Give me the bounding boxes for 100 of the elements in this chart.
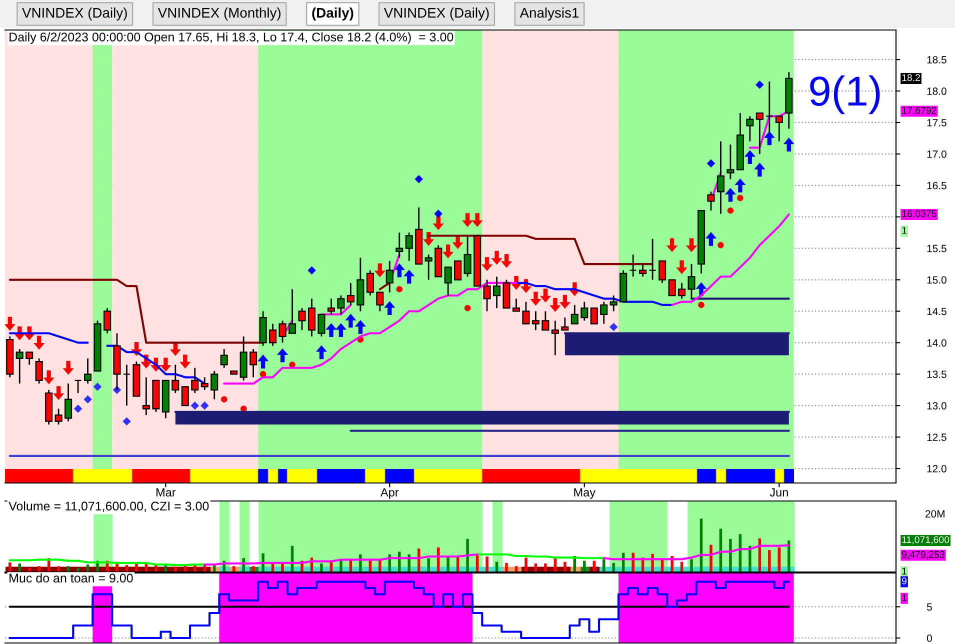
bar (320, 563, 323, 572)
bar (690, 559, 693, 572)
bar (427, 558, 430, 572)
bar (729, 538, 732, 572)
bar (378, 560, 382, 572)
candlestick (64, 382, 72, 422)
bar (340, 560, 342, 572)
candlestick (142, 376, 150, 416)
candlestick (200, 376, 208, 391)
point (93, 382, 102, 391)
point (481, 257, 493, 271)
candlestick (210, 370, 218, 400)
point (180, 354, 191, 369)
candlestick (610, 294, 618, 312)
point (53, 386, 64, 400)
point (550, 298, 561, 312)
bar (583, 560, 586, 572)
text: 9,479,253 (902, 551, 944, 560)
candlestick (590, 308, 598, 324)
y-tick-label: 14.5 (927, 308, 946, 316)
bar (18, 563, 21, 572)
text: 17.6792 (902, 106, 936, 114)
chart-title: Muc do an toan = 9.00 (10, 573, 133, 583)
text: 1 (902, 594, 906, 601)
bar (76, 568, 80, 572)
candlestick (172, 364, 180, 394)
candlestick (84, 358, 92, 384)
y-tick-label: 16.5 (927, 182, 946, 190)
candlestick (600, 301, 608, 325)
bar (544, 563, 547, 572)
y-tick-label: 15.5 (927, 244, 946, 252)
candlestick (580, 301, 588, 322)
text: (Daily) (312, 8, 354, 20)
candlestick (26, 351, 34, 366)
y-tick-label: 15.0 (927, 276, 946, 284)
point (190, 401, 200, 410)
candlestick (551, 320, 559, 356)
point (5, 316, 16, 331)
bar (154, 565, 158, 572)
candlestick (74, 380, 82, 394)
point (43, 370, 54, 384)
point (500, 254, 512, 268)
point (491, 250, 502, 265)
candlestick (220, 348, 228, 369)
x-tick-label: Jun (770, 488, 788, 497)
point (609, 322, 618, 332)
bar (768, 550, 771, 572)
bar (505, 562, 508, 572)
point (84, 395, 92, 404)
text: 20M (926, 510, 944, 518)
bar (38, 566, 40, 572)
bar (564, 562, 566, 572)
bar (57, 566, 60, 572)
point (62, 360, 74, 375)
candlestick (483, 279, 491, 312)
bar (486, 556, 488, 572)
y-tick-label: 17.0 (927, 150, 946, 158)
y-tick-label: 5 (926, 603, 932, 611)
text: VNINDEX (Daily) (384, 8, 489, 20)
point (220, 396, 228, 402)
text: VNINDEX (Daily) (22, 8, 127, 20)
candlestick (542, 310, 550, 331)
y-tick-label: 18.0 (927, 88, 946, 95)
bar (710, 544, 712, 572)
x-tick-label: Mar (156, 488, 176, 497)
y-tick-label: 0 (926, 634, 932, 642)
text: Analysis1 (520, 8, 579, 20)
candlestick (103, 307, 112, 334)
y-tick-label: 12.5 (927, 434, 946, 441)
candlestick (191, 367, 199, 394)
point (540, 288, 551, 302)
y-tick-label: 17.5 (927, 119, 946, 126)
bar (174, 566, 177, 572)
point (200, 401, 209, 410)
x-tick-label: Apr (380, 488, 399, 499)
bar (748, 546, 752, 572)
candlestick (181, 386, 189, 406)
point (160, 358, 172, 372)
candlestick (532, 310, 540, 331)
bar (446, 556, 450, 572)
point (530, 292, 542, 306)
text: 9(1) (810, 75, 880, 114)
text: 18.2 (902, 74, 920, 82)
text: 16.0375 (902, 210, 936, 218)
y-tick-label: 13.0 (927, 402, 946, 410)
candlestick (250, 348, 258, 378)
y-tick-label: 13.5 (927, 370, 946, 378)
text: 1 (902, 226, 906, 234)
y-tick-label: 18.5 (927, 56, 946, 64)
text: 11,071,600 (902, 536, 950, 544)
x-tick-label: May (574, 488, 596, 499)
chart-title: Volume = 11,071,600.00, CZI = 3.00 (8, 501, 209, 512)
bar (612, 562, 615, 572)
candlestick (522, 301, 530, 325)
point (559, 294, 570, 309)
candlestick (492, 276, 501, 309)
candlestick (16, 348, 24, 384)
point (34, 336, 45, 350)
candlestick (122, 364, 130, 406)
bar (778, 547, 781, 572)
